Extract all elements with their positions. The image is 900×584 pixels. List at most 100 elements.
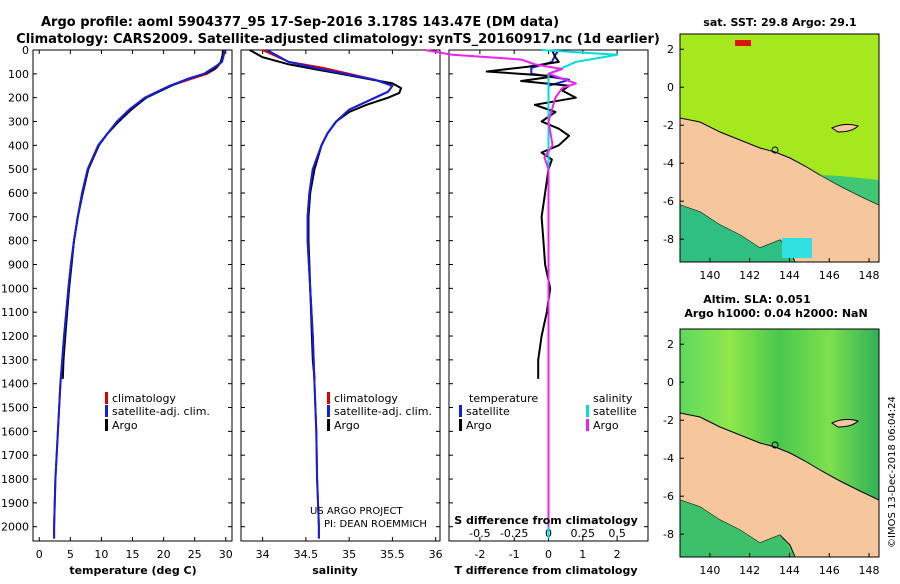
- salinity-panel-frame: [240, 49, 441, 542]
- sst-warm-patch: [735, 40, 751, 46]
- title-line-2: Climatology: CARS2009. Satellite-adjuste…: [16, 32, 660, 47]
- x-tick-label: 1: [579, 548, 586, 561]
- series-line-temperature-argo: [485, 49, 577, 379]
- x-tick-label: 34: [256, 548, 270, 561]
- x-tick-label: -1: [509, 548, 520, 561]
- legend-swatch-satellite: [327, 405, 330, 417]
- x-tick-label: 20: [157, 548, 171, 561]
- temperature-panel-frame: [32, 49, 233, 542]
- depth-tick-label: 1000: [1, 282, 29, 295]
- map-lat-tick-label: 2: [667, 43, 674, 56]
- sla-map: [680, 329, 879, 557]
- credit-line-2: PI: DEAN ROEMMICH: [324, 519, 427, 530]
- depth-tick-label: 0: [22, 44, 29, 57]
- x-tick-label: 0: [36, 548, 43, 561]
- legend-label-climatology: climatology: [112, 392, 176, 405]
- x-tick-label: 0: [545, 548, 552, 561]
- temperature-legend: climatology satellite-adj. clim. Argo: [105, 392, 210, 432]
- difference-series: [424, 49, 619, 539]
- map-lon-tick-label: 142: [739, 269, 760, 282]
- legend-label-satellite: satellite-adj. clim.: [112, 405, 210, 418]
- depth-tick-label: 300: [8, 116, 29, 129]
- sst-map: [680, 34, 879, 262]
- sla-map-title: Altim. SLA: 0.051: [703, 293, 810, 306]
- map-lon-tick-label: 144: [779, 269, 800, 282]
- salinity-legend: climatology satellite-adj. clim. Argo: [327, 392, 432, 432]
- depth-tick-label: 2000: [1, 521, 29, 534]
- map-lat-tick-label: -8: [663, 528, 674, 541]
- series-line-salinity-satellite: [541, 49, 619, 539]
- depth-tick-label: 1700: [1, 449, 29, 462]
- sst-coastal-water-east: [820, 175, 879, 205]
- t-difference-axis-label: T difference from climatology: [454, 564, 637, 577]
- map-lon-tick-label: 148: [859, 564, 880, 577]
- x-tick-label: 35.5: [380, 548, 405, 561]
- legend-label-s-argo: Argo: [593, 419, 619, 432]
- sla-coastal-water: [680, 500, 795, 557]
- legend-label-t-satellite: satellite: [466, 405, 510, 418]
- series-line-satellite-adj-clim-: [53, 49, 226, 539]
- x-tick-label: 30: [219, 548, 233, 561]
- legend-label-t-argo: Argo: [466, 419, 492, 432]
- legend-label-argo: Argo: [334, 419, 360, 432]
- map-lat-tick-label: 2: [667, 338, 674, 351]
- series-line-satellite-adj-clim-: [266, 49, 394, 539]
- legend-swatch-s-argo: [586, 419, 589, 431]
- s-difference-axis-label: S difference from climatology: [454, 514, 638, 527]
- x-tick-label: 10: [94, 548, 108, 561]
- x-tick-label: 36: [429, 548, 443, 561]
- timestamp: ©IMOS 13-Dec-2018 06:04:24: [887, 396, 898, 548]
- series-line-climatology: [262, 49, 394, 539]
- depth-tick-label: 900: [8, 259, 29, 272]
- map-lon-tick-label: 148: [859, 269, 880, 282]
- legend-label-s-satellite: satellite: [593, 405, 637, 418]
- depth-tick-label: 500: [8, 163, 29, 176]
- depth-tick-label: 800: [8, 235, 29, 248]
- sla-argo-location: [771, 441, 779, 449]
- depth-tick-label: 1800: [1, 473, 29, 486]
- map-lon-tick-label: 140: [699, 564, 720, 577]
- x-tick-label: 25: [188, 548, 202, 561]
- map-lat-tick-label: -2: [663, 414, 674, 427]
- depth-tick-label: 1600: [1, 425, 29, 438]
- sst-map-title: sat. SST: 29.8 Argo: 29.1: [703, 16, 856, 29]
- series-line-argo: [249, 49, 403, 379]
- legend-swatch-argo: [327, 419, 330, 431]
- sla-island-coast: [830, 418, 859, 428]
- depth-tick-label: 1100: [1, 306, 29, 319]
- salinity-series: [249, 49, 403, 539]
- map-lon-tick-label: 140: [699, 269, 720, 282]
- map-lat-tick-label: 0: [667, 376, 674, 389]
- sal-diff-tick-label: -0.5: [469, 527, 490, 540]
- map-lon-tick-label: 144: [779, 564, 800, 577]
- legend-swatch-climatology: [105, 392, 108, 404]
- sla-map-axes: 140 142 144 146 148 2 0 -2 -4 -6 -8: [663, 338, 880, 577]
- temperature-series: [53, 49, 226, 539]
- map-lat-tick-label: 0: [667, 81, 674, 94]
- x-tick-label: -2: [474, 548, 485, 561]
- sal-diff-tick-label: -0.25: [500, 527, 528, 540]
- depth-tick-label: 700: [8, 211, 29, 224]
- sla-map-frame: [679, 328, 880, 558]
- legend-swatch-climatology: [327, 392, 330, 404]
- map-lat-tick-label: -6: [663, 195, 674, 208]
- legend-title-temperature: temperature: [469, 392, 538, 405]
- depth-axis: 0 100 200 300 400 500 600 700 800 900 1000 1100 1200…: [1, 44, 648, 534]
- salinity-axis-label: salinity: [312, 564, 358, 577]
- series-line-salinity-argo: [424, 49, 577, 527]
- legend-swatch-t-argo: [459, 419, 462, 431]
- map-lat-tick-label: -4: [663, 157, 674, 170]
- depth-tick-label: 1500: [1, 402, 29, 415]
- map-lon-tick-label: 146: [819, 269, 840, 282]
- legend-swatch-t-satellite: [459, 405, 462, 417]
- difference-x-axis: -2 -1 0 1 2: [474, 50, 621, 561]
- sla-map-subtitle: Argo h1000: 0.04 h2000: NaN: [684, 307, 867, 320]
- map-lon-tick-label: 146: [819, 564, 840, 577]
- salinity-difference-x-axis: -0.5 -0.25 0 0.25 0.5: [469, 527, 626, 540]
- temperature-x-axis: 0 5 10 15 20 25 30: [36, 50, 233, 561]
- legend-swatch-satellite: [105, 405, 108, 417]
- x-tick-label: 34.5: [294, 548, 319, 561]
- depth-tick-label: 600: [8, 187, 29, 200]
- difference-legend: temperature satellite Argo salinity sate…: [459, 392, 637, 432]
- legend-label-satellite: satellite-adj. clim.: [334, 405, 432, 418]
